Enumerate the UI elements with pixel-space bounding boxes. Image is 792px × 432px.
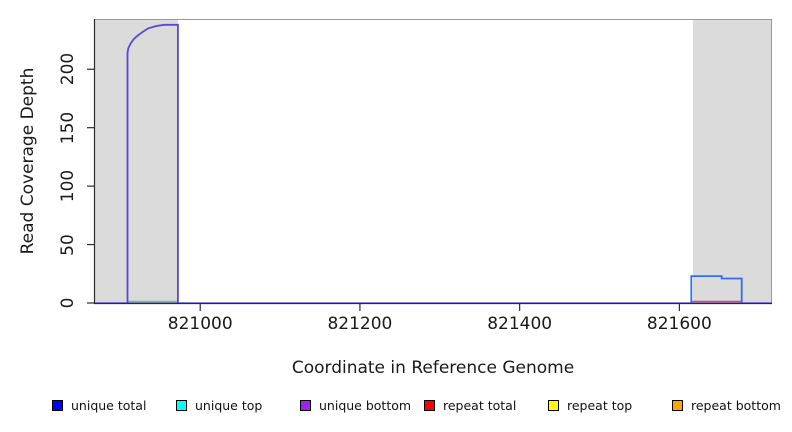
repeat-total-swatch-icon xyxy=(424,400,435,411)
legend-label: repeat total xyxy=(443,398,517,413)
unique-bottom-swatch-icon xyxy=(300,400,311,411)
y-axis-title: Read Coverage Depth xyxy=(18,67,38,255)
legend-label: repeat top xyxy=(567,398,633,413)
series-unique-right-bump xyxy=(690,275,743,303)
y-tick-label: 100 xyxy=(58,169,78,203)
y-tick-label: 50 xyxy=(58,233,78,256)
legend-label: unique total xyxy=(71,398,147,413)
legend-item-repeat-top: repeat top xyxy=(548,398,672,413)
legend-item-unique-total: unique total xyxy=(52,398,176,413)
x-axis-title: Coordinate in Reference Genome xyxy=(291,358,575,378)
repeat-top-swatch-icon xyxy=(548,400,559,411)
highlight-region xyxy=(94,20,178,303)
series-unique-left-peak xyxy=(126,23,179,303)
x-tick-label: 821600 xyxy=(646,314,712,334)
repeat-bottom-swatch-icon xyxy=(672,400,683,411)
y-tick-label: 200 xyxy=(58,53,78,86)
legend-item-unique-bottom: unique bottom xyxy=(300,398,424,413)
x-tick-label: 821400 xyxy=(487,314,553,334)
x-tick-label: 821000 xyxy=(167,314,233,334)
legend-item-repeat-bottom: repeat bottom xyxy=(672,398,792,413)
legend-item-repeat-total: repeat total xyxy=(424,398,548,413)
highlight-region xyxy=(692,20,772,303)
x-tick-label: 821200 xyxy=(327,314,393,334)
unique-total-swatch-icon xyxy=(52,400,63,411)
legend: unique total unique top unique bottom re… xyxy=(52,398,792,413)
legend-item-unique-top: unique top xyxy=(176,398,300,413)
unique-top-swatch-icon xyxy=(176,400,187,411)
y-tick-label: 0 xyxy=(58,297,78,309)
legend-label: repeat bottom xyxy=(691,398,781,413)
y-tick-label: 150 xyxy=(58,111,78,144)
legend-label: unique top xyxy=(195,398,263,413)
legend-label: unique bottom xyxy=(319,398,412,413)
